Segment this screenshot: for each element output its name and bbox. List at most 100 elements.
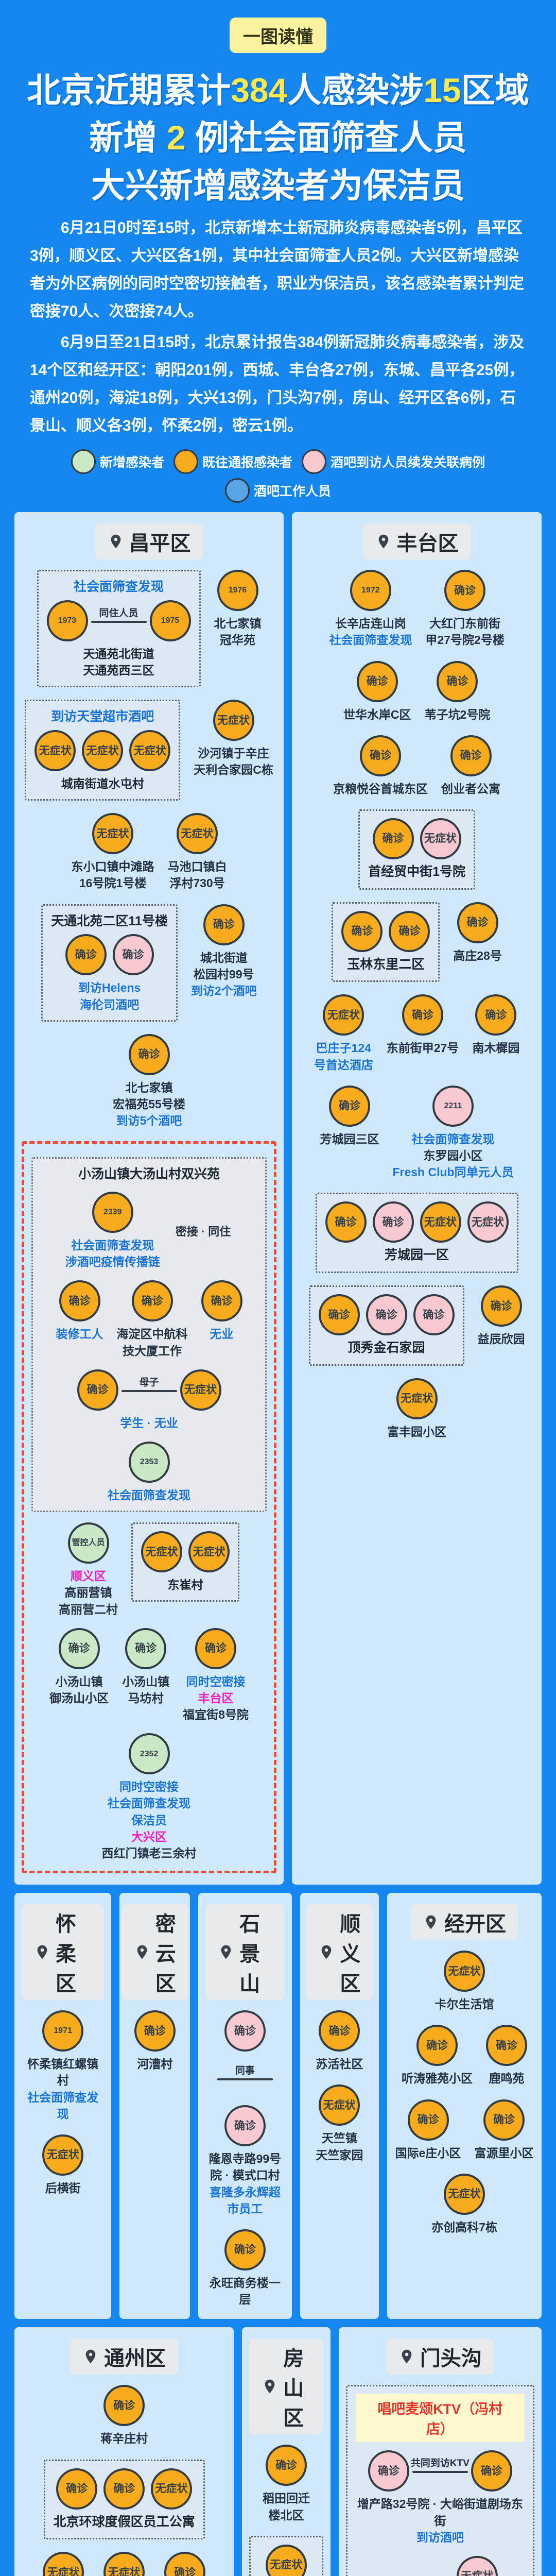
page-title: 北京近期累计384人感染涉15区域 新增 2 例社会面筛查人员 大兴新增感染者为保洁… (21, 66, 535, 209)
case-label: 装修工人 (56, 1327, 103, 1341)
case-node-row: 2352 (128, 1733, 170, 1775)
case-label: 到访酒吧 (416, 2530, 464, 2544)
case-labels: 同时空密接 社会面筛查发现 保洁员 大兴区 西红门镇老三余村 (102, 1778, 197, 1861)
case-node: 确诊 (265, 2445, 307, 2486)
case-node: 确诊 (103, 2468, 145, 2510)
case-node: 无症状 (82, 730, 124, 772)
case-labels: 社会面筛查发现 涉酒吧疫情传播链 (65, 1237, 160, 1270)
case-node: 无症状 (213, 700, 254, 741)
case-labels: 社会面筛查发现 (108, 1487, 190, 1503)
case-cell: 确诊 装修工人 (56, 1280, 103, 1342)
legend-item: 既往通报感染者 (173, 449, 292, 474)
case-label: 城南街道水屯村 (61, 777, 144, 791)
case-label: 芳城园三区 (320, 1132, 379, 1146)
title-text: 例社会面筛查人员 (185, 118, 467, 157)
case-cell: 确诊 小汤山镇 马坊村 (122, 1628, 169, 1706)
case-cell: 确诊 益辰欣园 (478, 1285, 525, 1347)
case-node-row: 确诊 确诊 确诊 (318, 1294, 455, 1336)
district-name: 门头沟 (420, 2347, 482, 2370)
case-labels: 南木樨园 (472, 1040, 519, 1056)
case-node-row: 确诊 (486, 2025, 528, 2066)
case-node-row: 确诊 确诊 无症状 无症状 (325, 1201, 509, 1243)
case-label: 苏活社区 (316, 2057, 363, 2071)
district-fengtai: 丰台区 1972 长辛店连山岗 社会面筛查发现 确诊 大红门东前街 甲27号院2号楼 确诊 世华… (292, 512, 542, 1885)
district-shijingshan: 石景山 确诊 同事 确诊 隆恩寺路99号院 · 模式口村 喜隆多永辉超市员工 确诊 永旺商务楼… (198, 1893, 292, 2319)
case-label: 高庄28号 (453, 948, 502, 962)
district-name: 顺义区 (340, 1913, 361, 1996)
read-in-one-image-badge: 一图读懂 (0, 0, 556, 53)
title-text: 新增 (89, 118, 167, 157)
case-cell: 确诊 城北街道 松园村99号 到访2个酒吧 (191, 904, 257, 999)
district-header: 昌平区 (95, 523, 203, 560)
case-cell: 无症状 后横街 (42, 2134, 84, 2196)
group-title: 北京环球度假区员工公寓 (53, 2514, 195, 2529)
case-label: 到访5个酒吧 (116, 1114, 182, 1128)
case-labels: 城北街道 松园村99号 到访2个酒吧 (191, 950, 257, 999)
case-node: 无症状 (92, 813, 134, 855)
district-name: 石景山 (239, 1913, 260, 1996)
case-node-row: 确诊 (134, 2010, 176, 2052)
case-cell: 确诊 河漕村 (134, 2010, 176, 2072)
case-node-row: 无症状 无症状 (141, 1531, 230, 1573)
case-node: 2353 (128, 1441, 170, 1483)
case-group: 确诊 无症状 首经贸中街1号院 (358, 809, 475, 890)
case-labels: 京粮悦谷首城东区 (333, 781, 428, 797)
case-group: 确诊 确诊 玉林东里二区 (332, 902, 440, 982)
relation-label: 密接 · 同住 (175, 1225, 231, 1239)
case-node-row: 确诊 (58, 1628, 100, 1669)
case-node-row: 确诊 (450, 735, 492, 776)
case-label: 富源里小区 (474, 2146, 534, 2160)
case-label: 天竺镇 (321, 2131, 357, 2145)
case-node-row: 无症状 (456, 2555, 498, 2576)
case-label: 大兴区 (131, 1829, 167, 1843)
case-group: 无症状确诊朱岗子村 (249, 2535, 323, 2576)
case-cell: 无症状 马池口镇白 浮村730号 (168, 813, 227, 891)
case-node-row: 管控人员 (67, 1522, 109, 1564)
case-node: 1973 (46, 600, 88, 641)
title-highlight: 384 (231, 71, 288, 109)
case-node-row: 无症状 (444, 1951, 485, 1992)
case-group: 天通北苑二区11号楼 确诊 确诊 到访Helens 海伦司酒吧 (41, 904, 178, 1022)
case-node: 确诊 (366, 1294, 407, 1336)
case-cell: 2339 社会面筛查发现 涉酒吧疫情传播链 (65, 1192, 160, 1270)
district-name: 怀柔区 (56, 1913, 76, 1996)
case-node: 确诊 (59, 1280, 100, 1322)
relation-label: 同事 (235, 2065, 255, 2077)
case-cell: 无症状 东小口镇中滩路 16号院1号楼 (72, 813, 154, 891)
district-header: 顺义区 (306, 1904, 373, 2001)
title-text: 北京近期累计 (27, 71, 231, 109)
case-node: 确诊 (372, 1201, 414, 1243)
case-label: 卡尔生活馆 (435, 1997, 494, 2011)
case-labels: 天竺镇 天竺家园 (316, 2130, 363, 2163)
case-node-row: 确诊 母子 无症状 (77, 1369, 221, 1411)
case-node-row: 确诊 (437, 660, 478, 702)
case-node: 无症状 (420, 818, 461, 859)
case-label: 富丰园小区 (387, 1425, 447, 1438)
relation-line (121, 1389, 177, 1392)
case-labels: 城南街道水屯村 (61, 775, 144, 792)
case-labels: 富源里小区 (474, 2145, 533, 2161)
relation-line (91, 620, 147, 623)
title-text: 人感染涉 (287, 71, 424, 109)
case-node: 确诊 (103, 2385, 145, 2427)
case-label: 河漕村 (137, 2057, 173, 2071)
district-header: 通州区 (70, 2338, 179, 2375)
case-label: 增产路32号院 · 大峪街道剧场东街 (357, 2497, 523, 2528)
case-labels: 怀柔镇红螺镇村 社会面筛查发现 (22, 2056, 104, 2122)
case-cell: 确诊 富源里小区 (474, 2099, 533, 2161)
case-cell: 确诊 海淀区中航科 技大厦工作 (117, 1280, 188, 1359)
case-group-body: 小汤山镇大汤山村双兴苑 2339 社会面筛查发现 涉酒吧疫情传播链 密接 · 同住 确诊装… (31, 1157, 267, 1861)
case-node-row: 确诊 (201, 1280, 242, 1322)
case-labels: 稻田回迁 楼北区 (263, 2490, 310, 2523)
case-node: 确诊 (164, 2552, 206, 2576)
case-node: 确诊 (112, 934, 154, 976)
legend-color-dot (224, 478, 250, 503)
case-group: 无症状 无症状 东崔村 (131, 1522, 240, 1602)
case-labels: 巴庄子124 号首达酒店 (314, 1040, 373, 1073)
case-label: 社会面筛查发现 (27, 2090, 99, 2121)
case-labels: 芳城园三区 (320, 1131, 379, 1147)
case-node: 确诊 (319, 2010, 360, 2052)
case-label: 到访2个酒吧 (190, 984, 257, 997)
location-pin-icon (137, 1945, 147, 1959)
case-label: 京粮悦谷首城东区 (333, 782, 428, 795)
